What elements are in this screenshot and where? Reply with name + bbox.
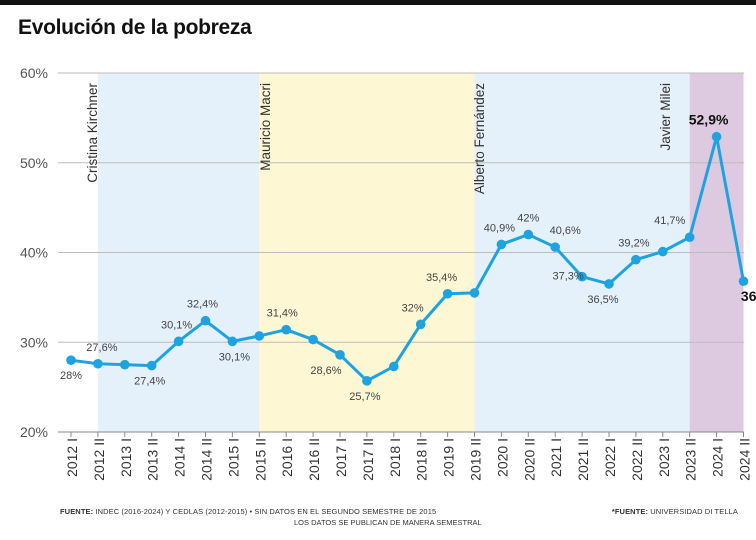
data-label: 25,7%	[349, 391, 380, 403]
data-point	[389, 361, 399, 372]
source-footer: FUENTE: INDEC (2016-2024) Y CEDLAS (2012…	[60, 506, 436, 518]
x-tick-label: 2020 II	[521, 438, 537, 481]
source-note: LOS DATOS SE PUBLICAN DE MANERA SEMESTRA…	[294, 518, 482, 527]
data-point	[227, 336, 238, 347]
x-tick-label: 2021 I	[548, 438, 564, 477]
data-point	[658, 246, 668, 257]
data-point	[200, 315, 211, 326]
x-tick-label: 2017 I	[333, 438, 349, 477]
data-point	[711, 131, 722, 142]
data-point	[577, 271, 587, 282]
data-point	[496, 239, 507, 250]
data-point	[469, 288, 480, 298]
data-point	[604, 279, 614, 289]
data-label: 30,1%	[219, 351, 250, 363]
data-label: 39,2%	[618, 238, 649, 250]
data-label: 42%	[517, 213, 539, 225]
data-label: 28,6%	[310, 365, 341, 377]
period-label: Mauricio Macri	[258, 83, 273, 171]
secondary-source-footer: *FUENTE: UNIVERSIDAD DI TELLA	[612, 506, 738, 518]
x-tick-label: 2024 II	[737, 438, 753, 481]
data-point	[173, 336, 184, 347]
data-label: 37,3%	[552, 271, 583, 283]
data-label: 52,9%	[689, 112, 729, 128]
data-label: 41,7%	[654, 215, 685, 227]
data-point	[281, 324, 292, 335]
x-tick-label: 2023 II	[683, 438, 699, 481]
data-label: 40,6%	[550, 225, 581, 237]
data-label: 32,4%	[187, 299, 218, 311]
data-point	[631, 254, 641, 265]
data-label: 31,4%	[267, 308, 298, 320]
y-tick-label: 30%	[20, 334, 48, 350]
data-label: 35,4%	[426, 272, 457, 284]
data-point	[362, 376, 372, 386]
x-tick-label: 2014 II	[199, 438, 215, 481]
period-label: Javier Milei	[658, 83, 673, 151]
x-tick-label: 2016 I	[279, 438, 295, 477]
x-tick-label: 2019 I	[441, 438, 457, 477]
series-line	[70, 135, 745, 383]
data-point	[254, 331, 265, 341]
data-label: 28%	[60, 370, 82, 382]
data-label: 27,4%	[134, 376, 165, 388]
data-point	[146, 360, 157, 371]
x-tick-label: 2018 I	[387, 438, 403, 477]
data-point	[66, 355, 76, 366]
top-rule	[0, 0, 756, 5]
x-tick-label: 2015 I	[225, 438, 241, 477]
data-point	[684, 232, 695, 243]
x-tick-label: 2012 I	[64, 438, 80, 477]
y-tick-label: 50%	[20, 155, 48, 171]
source-text: INDEC (2016-2024) Y CEDLAS (2012-2015) •…	[95, 507, 437, 516]
data-label: 32%	[402, 302, 424, 314]
data-point	[120, 359, 130, 370]
data-point	[93, 358, 103, 369]
data-label: 30,1%	[161, 319, 192, 331]
x-tick-label: 2012 II	[91, 438, 107, 481]
data-point	[523, 229, 534, 240]
data-label: 40,9%	[484, 222, 515, 234]
secondary-source-label: *FUENTE:	[611, 507, 649, 516]
chart-title: Evolución de la pobreza	[18, 16, 252, 39]
x-tick-label: 2020 I	[494, 438, 510, 477]
poverty-line-chart: 20% 30% 40% 50% 60% Cristina Kirchner Mauricio…	[20, 65, 756, 481]
data-point	[442, 288, 453, 299]
x-tick-label: 2016 II	[306, 438, 322, 481]
secondary-source-text: UNIVERSIDAD DI TELLA	[650, 507, 738, 516]
x-tick-label: 2018 II	[414, 438, 430, 481]
x-tick-label: 2013 I	[118, 438, 134, 477]
x-tick-label: 2014 I	[172, 438, 188, 477]
data-point	[738, 276, 749, 287]
x-tick-label: 2019 II	[468, 438, 484, 481]
period-label: Alberto Fernández	[472, 83, 487, 194]
data-label: 36,8%*	[741, 288, 756, 304]
x-tick-label: 2024 I	[710, 438, 726, 477]
y-tick-label: 60%	[20, 65, 48, 81]
source-label: FUENTE:	[60, 507, 94, 516]
data-point	[415, 319, 426, 330]
data-label: 36,5%	[587, 294, 618, 306]
x-tick-label: 2022 II	[629, 438, 645, 481]
data-point	[308, 334, 318, 345]
x-tick-label: 2022 I	[602, 438, 618, 477]
y-tick-label: 40%	[20, 245, 48, 261]
y-tick-label: 20%	[20, 424, 48, 440]
x-tick-label: 2021 II	[575, 438, 591, 481]
x-tick-label: 2015 II	[252, 438, 268, 481]
data-point	[335, 350, 345, 360]
x-tick-label: 2023 I	[656, 438, 672, 477]
x-tick-label: 2017 II	[360, 438, 376, 481]
data-label: 27,6%	[86, 342, 117, 354]
x-tick-label: 2013 II	[145, 438, 161, 481]
data-point	[550, 242, 560, 252]
period-label: Cristina Kirchner	[85, 82, 100, 182]
